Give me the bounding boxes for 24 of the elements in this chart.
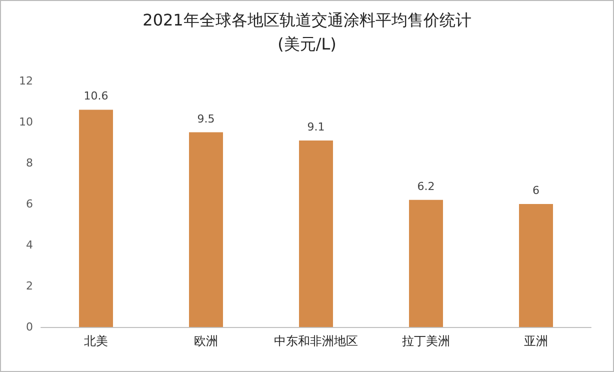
y-tick-label: 6: [26, 198, 33, 210]
chart-title: 2021年全球各地区轨道交通涂料平均售价统计: [142, 10, 472, 30]
data-label: 10.6: [84, 90, 108, 103]
x-tick-label: 亚洲: [524, 334, 548, 348]
y-tick-label: 0: [26, 320, 33, 334]
x-tick-label: 欧洲: [194, 334, 218, 348]
bar: [299, 140, 333, 327]
data-label: 9.1: [307, 120, 325, 134]
y-tick-label: 8: [26, 156, 33, 170]
x-tick-label: 拉丁美洲: [402, 334, 450, 348]
chart-subtitle: (美元/L): [278, 34, 336, 54]
bar: [409, 200, 443, 327]
data-label: 9.5: [197, 112, 215, 126]
y-tick-label: 4: [26, 238, 33, 252]
y-tick-label: 12: [19, 74, 33, 88]
bar: [79, 110, 113, 327]
y-tick-label: 10: [19, 116, 33, 128]
x-tick-label: 中东和非洲地区: [274, 334, 358, 348]
data-label: 6.2: [417, 180, 435, 193]
y-tick-label: 2: [26, 280, 33, 292]
data-label: 6: [532, 184, 540, 197]
x-tick-label: 北美: [84, 334, 108, 348]
bar: [189, 132, 223, 327]
bar: [519, 204, 553, 327]
